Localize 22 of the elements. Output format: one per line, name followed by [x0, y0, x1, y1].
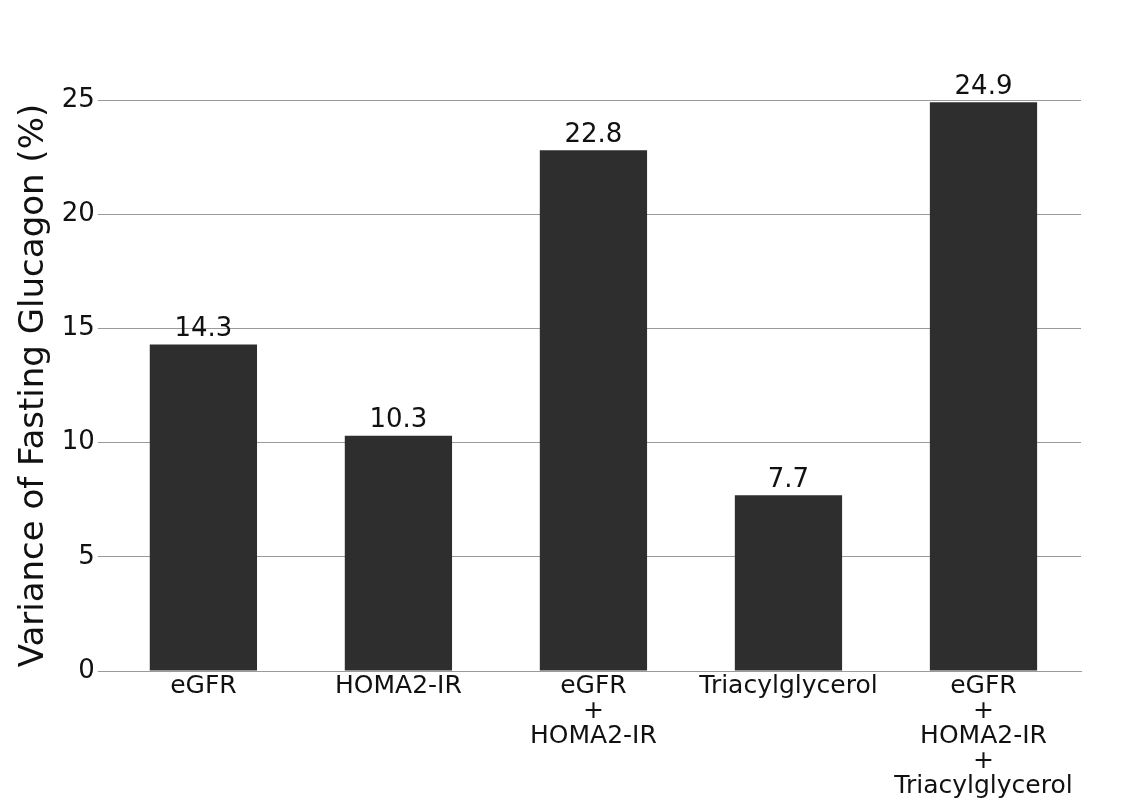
- y-tick-label: 0: [78, 653, 95, 684]
- data-label: 14.3: [174, 312, 233, 343]
- bar: [344, 435, 453, 671]
- x-tick-label: eGFR: [170, 670, 237, 699]
- data-label: 10.3: [369, 403, 428, 434]
- data-label: 7.7: [767, 462, 810, 493]
- y-tick-label: 15: [61, 311, 95, 342]
- bar: [734, 495, 843, 671]
- bar: [929, 102, 1038, 671]
- x-tick-label: eGFR + HOMA2-IR + Triacylglycerol: [893, 670, 1073, 799]
- data-label: 22.8: [564, 118, 623, 148]
- y-axis-title: Variance of Fasting Glucagon (%): [11, 103, 52, 668]
- bar: [149, 344, 258, 671]
- bar: [539, 150, 648, 671]
- y-tick-label: 5: [78, 539, 95, 570]
- x-tick-label: HOMA2-IR: [335, 670, 462, 699]
- y-tick-label: 20: [61, 196, 95, 227]
- x-tick-label: Triacylglycerol: [698, 670, 878, 699]
- data-label: 24.9: [954, 70, 1013, 101]
- y-tick-label: 25: [61, 82, 95, 113]
- x-tick-label: eGFR + HOMA2-IR: [530, 670, 657, 749]
- y-tick-label: 10: [61, 425, 95, 456]
